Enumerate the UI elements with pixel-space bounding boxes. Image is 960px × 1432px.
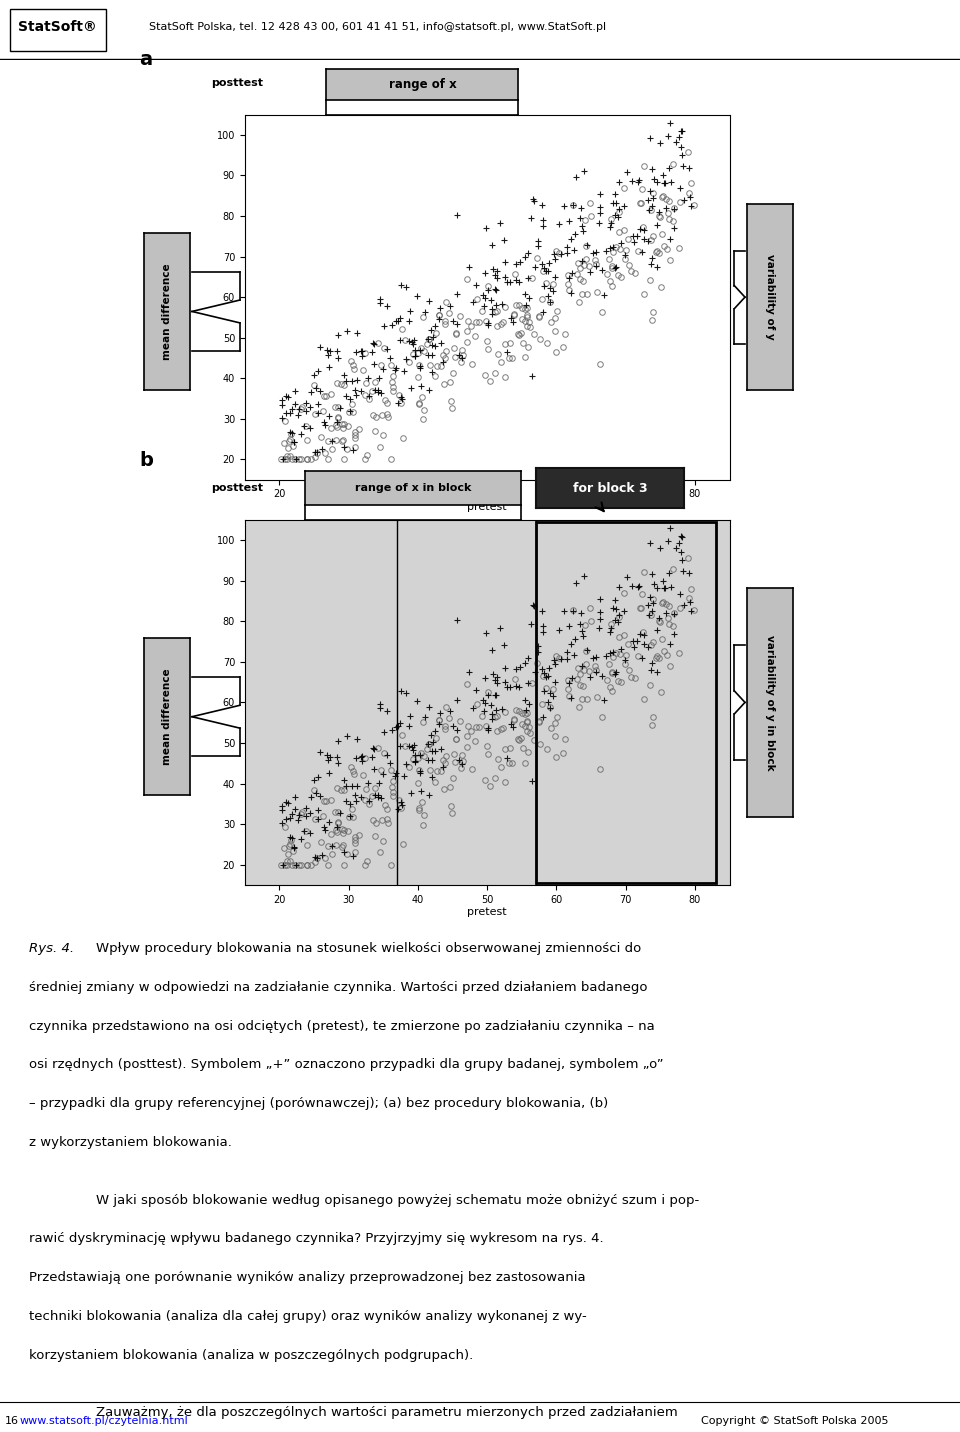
X-axis label: pretest: pretest	[468, 908, 507, 918]
Text: mean difference: mean difference	[162, 669, 172, 765]
Text: b: b	[139, 451, 153, 470]
Text: for block 3: for block 3	[573, 481, 647, 495]
Text: range of x: range of x	[389, 77, 456, 92]
Text: rawić dyskryminację wpływu badanego czynnika? Przyjrzyjmy się wykresom na rys. 4: rawić dyskryminację wpływu badanego czyn…	[29, 1233, 604, 1246]
Text: variability of y in block: variability of y in block	[765, 634, 775, 770]
Text: Wpływ procedury blokowania na stosunek wielkości obserwowanej zmienności do: Wpływ procedury blokowania na stosunek w…	[96, 942, 641, 955]
Text: Copyright © StatSoft Polska 2005: Copyright © StatSoft Polska 2005	[701, 1416, 888, 1426]
Text: Przedstawiają one porównanie wyników analizy przeprowadzonej bez zastosowania: Przedstawiają one porównanie wyników ana…	[29, 1272, 586, 1285]
Text: posttest: posttest	[211, 484, 263, 493]
Text: www.statsoft.pl/czytelnia.html: www.statsoft.pl/czytelnia.html	[19, 1416, 188, 1426]
Text: – przypadki dla grupy referencyjnej (porównawczej); (a) bez procedury blokowania: – przypadki dla grupy referencyjnej (por…	[29, 1097, 608, 1110]
Text: range of x in block: range of x in block	[355, 484, 471, 493]
Text: a: a	[139, 50, 153, 69]
Text: Zauważmy, że dla poszczególnych wartości parametru mierzonych przed zadziałaniem: Zauważmy, że dla poszczególnych wartości…	[96, 1406, 678, 1419]
Text: średniej zmiany w odpowiedzi na zadziałanie czynnika. Wartości przed działaniem : średniej zmiany w odpowiedzi na zadziała…	[29, 981, 647, 994]
Text: z wykorzystaniem blokowania.: z wykorzystaniem blokowania.	[29, 1136, 231, 1148]
Text: W jaki sposób blokowanie według opisanego powyżej schematu może obniżyć szum i p: W jaki sposób blokowanie według opisaneg…	[96, 1193, 700, 1207]
FancyBboxPatch shape	[10, 9, 106, 52]
Text: czynnika przedstawiono na osi odciętych (pretest), te zmierzone po zadziałaniu c: czynnika przedstawiono na osi odciętych …	[29, 1020, 655, 1032]
X-axis label: pretest: pretest	[468, 503, 507, 513]
Text: Rys. 4.: Rys. 4.	[29, 942, 74, 955]
Text: techniki blokowania (analiza dla całej grupy) oraz wyników analizy wykonanej z w: techniki blokowania (analiza dla całej g…	[29, 1310, 587, 1323]
Text: StatSoft®: StatSoft®	[18, 20, 97, 34]
Text: variability of y: variability of y	[765, 255, 775, 339]
Text: osi rzędnych (posttest). Symbolem „+” oznaczono przypadki dla grupy badanej, sym: osi rzędnych (posttest). Symbolem „+” oz…	[29, 1058, 663, 1071]
Text: 16: 16	[5, 1416, 19, 1426]
Text: posttest: posttest	[211, 79, 263, 87]
Text: StatSoft Polska, tel. 12 428 43 00, 601 41 41 51, info@statsoft.pl, www.StatSoft: StatSoft Polska, tel. 12 428 43 00, 601 …	[149, 21, 606, 32]
Text: korzystaniem blokowania (analiza w poszczególnych podgrupach).: korzystaniem blokowania (analiza w poszc…	[29, 1349, 473, 1362]
Bar	[536, 521, 716, 884]
Text: mean difference: mean difference	[162, 263, 172, 359]
